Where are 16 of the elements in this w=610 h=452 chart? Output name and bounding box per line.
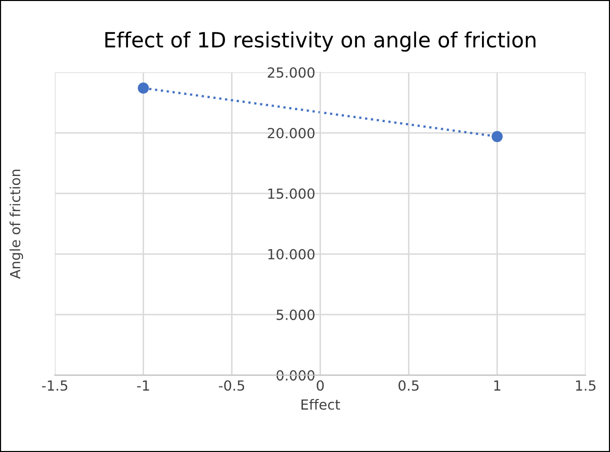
y-axis-title: Angle of friction [10, 170, 24, 279]
x-tick-label: -1.5 [42, 380, 68, 391]
y-tick-label: 20.000 [268, 128, 314, 138]
x-axis-title: Effect [302, 399, 340, 410]
y-tick-label: 5.000 [276, 310, 314, 320]
x-tick-label: 1 [494, 380, 500, 391]
x-tick-label: -1 [137, 380, 149, 391]
x-tick-label: 0.5 [398, 380, 419, 391]
y-tick-label: 10.000 [268, 248, 314, 260]
y-tick-label: 15.000 [268, 188, 314, 199]
chart-title: Effect of 1D resistivity on angle of friction [105, 31, 536, 52]
x-tick-label: 1.5 [576, 380, 596, 391]
x-tick-label: 0 [316, 380, 324, 391]
x-tick-label: -0.5 [218, 380, 244, 391]
y-tick-label: 0.000 [276, 370, 314, 381]
y-tick-label: 25.000 [268, 67, 314, 78]
